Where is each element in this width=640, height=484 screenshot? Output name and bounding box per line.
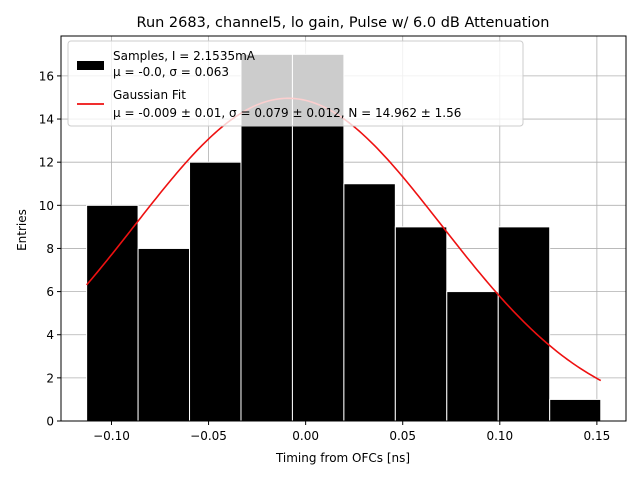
- x-axis-label: Timing from OFCs [ns]: [275, 451, 410, 465]
- y-tick-label: 0: [46, 415, 54, 429]
- axes-frame: [60, 35, 627, 422]
- histogram-bar: [189, 161, 242, 422]
- chart-title: Run 2683, channel5, lo gain, Pulse w/ 6.…: [137, 15, 550, 31]
- histogram-bar: [497, 226, 551, 422]
- y-axis-ticks: 0 2 4 6 8 10 12 14 16: [39, 69, 61, 429]
- legend-label-fit: Gaussian Fit: [113, 88, 186, 102]
- x-tick-label: −0.10: [93, 429, 130, 443]
- legend-stats-fit: μ = -0.009 ± 0.01, σ = 0.079 ± 0.012, N …: [113, 106, 461, 120]
- legend-label-samples: Samples, I = 2.1535mA: [113, 49, 256, 63]
- histogram-bar: [343, 183, 396, 422]
- y-tick-label: 2: [46, 371, 54, 385]
- legend-stats-samples: μ = -0.0, σ = 0.063: [113, 65, 229, 79]
- y-tick-label: 4: [46, 328, 54, 342]
- y-tick-label: 16: [39, 69, 54, 83]
- legend-box: [67, 40, 524, 127]
- y-tick-label: 12: [39, 156, 54, 170]
- histogram-bar: [549, 398, 602, 422]
- x-axis-ticks: −0.10 −0.05 0.00 0.05 0.10 0.15: [93, 421, 610, 443]
- y-tick-label: 8: [46, 242, 54, 256]
- y-tick-label: 14: [39, 113, 54, 127]
- x-tick-label: 0.10: [486, 429, 513, 443]
- legend-swatch-samples: [77, 61, 104, 70]
- x-tick-label: 0.00: [292, 429, 319, 443]
- legend: Samples, I = 2.1535mA μ = -0.0, σ = 0.06…: [67, 40, 524, 127]
- histogram-bar: [86, 204, 139, 422]
- histogram-bar: [137, 247, 191, 422]
- x-tick-label: −0.05: [190, 429, 227, 443]
- y-tick-label: 6: [46, 285, 54, 299]
- x-tick-label: 0.05: [389, 429, 416, 443]
- y-tick-label: 10: [39, 199, 54, 213]
- histogram-bar: [394, 226, 448, 422]
- histogram-bars: [86, 53, 602, 422]
- y-axis-label: Entries: [15, 209, 29, 251]
- x-tick-label: 0.15: [584, 429, 611, 443]
- histogram-bar: [446, 291, 499, 422]
